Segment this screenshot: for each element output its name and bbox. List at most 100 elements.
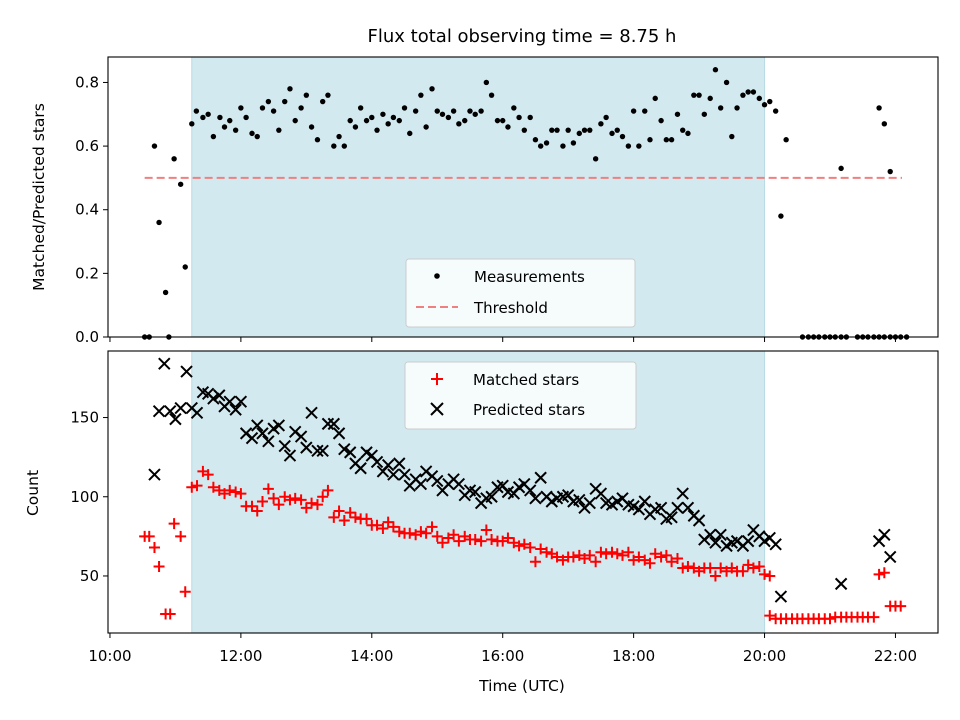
- matched-star-point: [873, 568, 885, 580]
- measurement-point: [412, 108, 419, 114]
- matched-star-point: [317, 491, 329, 503]
- matched-star-point: [436, 537, 448, 549]
- matched-star-point: [759, 568, 771, 580]
- measurement-point: [352, 124, 359, 130]
- predicted-star-point: [180, 365, 193, 378]
- matched-star-point: [677, 562, 689, 574]
- measurement-point: [270, 108, 277, 114]
- matched-star-point: [535, 543, 547, 555]
- measurement-point: [347, 117, 353, 124]
- y-tick-label: 100: [70, 488, 99, 506]
- measurement-point: [478, 108, 484, 114]
- measurement-point: [171, 156, 177, 162]
- predicted-star-point: [300, 441, 313, 454]
- predicted-star-point: [305, 406, 318, 419]
- matched-star-point: [268, 492, 280, 504]
- measurement-point: [543, 140, 550, 146]
- matched-star-point: [480, 524, 492, 536]
- y-tick-label: 0.8: [75, 73, 99, 91]
- measurement-point: [456, 121, 462, 127]
- matched-star-point: [256, 496, 268, 508]
- matched-star-point: [671, 553, 683, 565]
- measurement-point: [625, 143, 632, 149]
- measurement-point: [756, 95, 763, 102]
- predicted-star-point: [294, 430, 308, 443]
- measurement-point: [363, 117, 370, 124]
- measurement-point: [189, 121, 195, 127]
- measurement-point: [292, 117, 298, 124]
- matched-star-point: [868, 611, 880, 623]
- matched-star-point: [469, 534, 481, 546]
- predicted-star-point: [884, 550, 897, 564]
- x-tick-label: 10:00: [88, 647, 131, 665]
- bottom-legend-box: [404, 361, 637, 430]
- predicted-star-point: [272, 419, 286, 432]
- measurement-point: [717, 105, 724, 111]
- measurement-point: [331, 143, 337, 149]
- matched-star-point: [415, 526, 427, 538]
- predicted-star-point: [148, 468, 161, 481]
- measurement-point: [560, 143, 566, 149]
- measurement-point: [783, 137, 789, 143]
- matched-star-point: [344, 507, 356, 519]
- predicted-star-point: [573, 493, 586, 507]
- matched-star-point: [660, 549, 672, 561]
- legend-measurements-label: Measurements: [474, 268, 585, 286]
- measurement-point: [320, 98, 326, 105]
- measurement-point: [282, 98, 288, 105]
- predicted-star-point: [278, 439, 291, 453]
- matched-star-point: [529, 556, 541, 568]
- measurement-point: [581, 127, 588, 133]
- measurement-point: [357, 105, 364, 111]
- measurement-point: [696, 92, 702, 98]
- matched-star-point: [502, 532, 514, 544]
- measurement-point: [221, 124, 228, 130]
- predicted-star-point: [714, 528, 727, 541]
- measurement-point: [462, 117, 468, 124]
- measurement-point: [369, 114, 375, 121]
- measurement-point: [652, 95, 658, 102]
- predicted-star-point: [774, 590, 788, 603]
- measurement-point: [647, 137, 653, 143]
- matched-star-point: [541, 546, 553, 558]
- matched-star-point: [377, 522, 389, 534]
- predicted-star-point: [671, 501, 684, 515]
- measurement-point: [723, 79, 730, 86]
- matched-star-point: [709, 570, 721, 582]
- measurement-point: [314, 137, 321, 143]
- measurement-point: [701, 111, 708, 117]
- matched-star-point: [168, 518, 180, 530]
- measurement-point: [156, 219, 162, 226]
- matched-star-point: [235, 488, 247, 500]
- measurement-point: [341, 143, 348, 149]
- matched-stars-points: [139, 465, 907, 625]
- predicted-star-point: [169, 412, 182, 426]
- matched-star-point: [764, 610, 776, 622]
- measurement-point: [592, 156, 599, 162]
- matched-star-point: [682, 560, 694, 572]
- matched-star-point: [311, 499, 323, 511]
- y-tick-label: 0.2: [75, 264, 99, 282]
- predicted-star-point: [594, 487, 608, 500]
- measurement-point: [772, 108, 779, 114]
- measurement-point: [549, 127, 555, 133]
- measurement-point: [472, 111, 478, 117]
- top-y-ticks: 0.0 0.2 0.4 0.6 0.8: [75, 73, 108, 346]
- legend-matched-marker: [431, 373, 443, 385]
- predicted-star-point: [152, 404, 166, 418]
- matched-star-point: [622, 546, 634, 558]
- matched-star-point: [666, 556, 678, 568]
- measurement-point: [259, 105, 266, 111]
- y-tick-label: 150: [70, 409, 99, 427]
- matched-star-point: [251, 505, 263, 517]
- measurement-point: [598, 121, 604, 127]
- predicted-star-point: [311, 444, 324, 458]
- predicted-star-point: [316, 444, 329, 458]
- predicted-star-point: [327, 417, 341, 431]
- matched-star-point: [306, 497, 318, 509]
- measurement-point: [505, 124, 511, 130]
- matched-star-point: [824, 613, 836, 625]
- predicted-star-point: [523, 484, 537, 497]
- predicted-star-point: [190, 406, 204, 419]
- measurement-point: [205, 111, 211, 117]
